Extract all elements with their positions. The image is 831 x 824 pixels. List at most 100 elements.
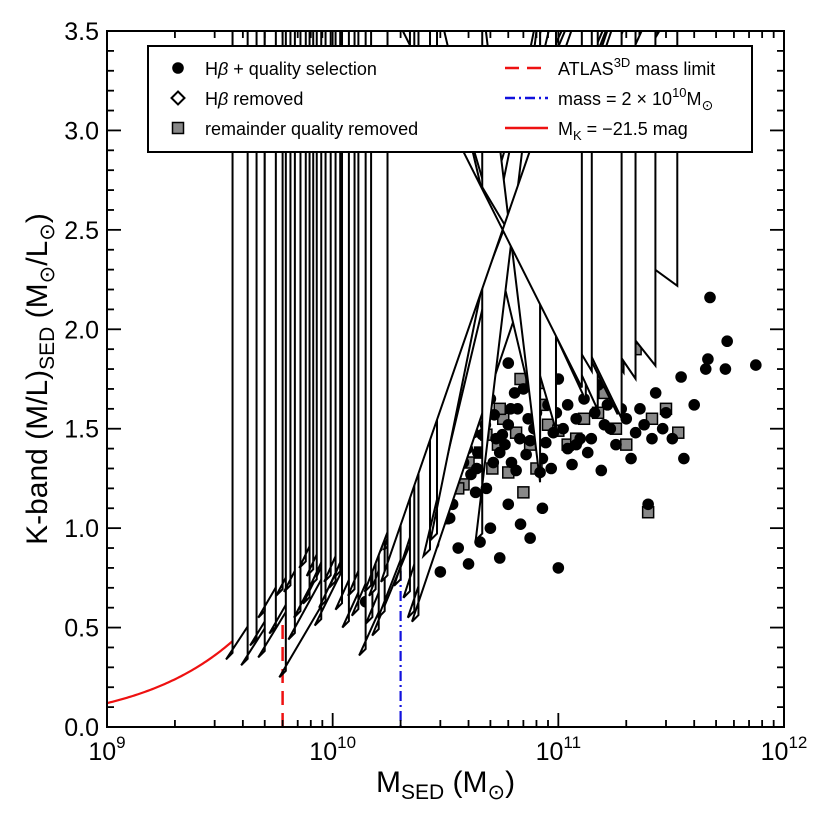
y-tick-label: 1.5 [64, 416, 99, 444]
circle-data-point [601, 399, 614, 411]
circle-data-point [660, 407, 672, 419]
legend-marker-open-diamond [170, 90, 186, 106]
x-tick-exp: 10 [337, 733, 356, 752]
square-data-point [620, 438, 633, 451]
legend-text-pre: H [205, 89, 218, 109]
circle-data-point [514, 518, 527, 530]
circle-data-point [610, 438, 622, 451]
circle-data-point [522, 412, 534, 425]
legend-text-main: ATLAS [558, 59, 614, 79]
circle-data-point [629, 426, 642, 439]
circle-data-point [545, 462, 558, 475]
y-tick-label: 2.0 [64, 316, 99, 344]
circle-data-point [499, 438, 511, 451]
circle-data-point [536, 502, 549, 515]
legend-box [147, 45, 753, 153]
legend-text-sup: 3D [614, 55, 631, 70]
circle-data-point [496, 428, 509, 441]
y-axis-title: K-band (M/L)SED (M⊙/L⊙) [21, 213, 59, 545]
circle-data-point [598, 418, 611, 431]
legend-text-post: M [687, 89, 702, 109]
x-tick-base: 10 [88, 738, 116, 766]
x-title-unit: (M [444, 766, 487, 799]
circle-data-point [666, 432, 679, 445]
circle-data-point [581, 446, 594, 459]
circle-data-point [699, 363, 712, 375]
circle-data-point [487, 456, 500, 469]
circle-data-point [552, 562, 565, 574]
x-tick-base: 10 [761, 738, 789, 766]
legend-text-main: M [558, 119, 573, 139]
circle-data-point [520, 448, 532, 461]
square-data-point [672, 426, 685, 439]
circle-data-point [502, 418, 515, 431]
square-data-point [514, 372, 527, 386]
y-tick-label: 3.0 [64, 117, 99, 145]
legend-text-sub: K [573, 128, 582, 143]
legend-text-pre: H [205, 59, 218, 79]
legend-label: ATLAS3D mass limit [558, 55, 715, 79]
legend-label: Hβ + quality selection [205, 59, 377, 79]
x-title-sub: SED [401, 781, 444, 804]
circle-data-point [649, 387, 662, 399]
x-title-close: ) [505, 766, 515, 799]
legend-text-main: mass = 2 × 10 [558, 89, 672, 109]
circle-data-point [493, 552, 506, 564]
legend-marker-filled-circle [172, 62, 184, 74]
circle-data-point [588, 407, 601, 419]
x-tick-label: 1012 [761, 733, 808, 766]
data-points [225, 31, 762, 678]
circle-data-point [524, 532, 536, 544]
y-title-main: K-band (M/L) [21, 370, 54, 545]
legend-text-greek: β [217, 89, 228, 109]
circle-data-point [452, 542, 465, 554]
y-title-unit: (M [21, 283, 54, 326]
circle-data-point [472, 446, 484, 459]
circle-data-point [502, 357, 515, 369]
circle-data-point [514, 432, 526, 445]
circle-data-point [504, 403, 517, 415]
y-tick-label: 1.0 [64, 515, 99, 543]
circle-data-point [505, 456, 518, 469]
circle-data-point [517, 383, 530, 395]
circle-data-point [570, 412, 582, 425]
x-tick-base: 10 [309, 738, 337, 766]
circle-data-point [585, 432, 598, 445]
legend-label: mass = 2 × 1010M⊙ [558, 85, 713, 113]
circle-data-point [570, 438, 582, 451]
circle-data-point [462, 558, 475, 570]
x-tick-exp: 12 [788, 733, 807, 752]
legend-text-post: = −21.5 mag [582, 119, 688, 139]
circle-data-point [469, 486, 482, 499]
circle-data-point [638, 418, 650, 431]
square-data-point [517, 486, 530, 499]
x-axis-title: MSED (M⊙) [376, 766, 515, 804]
circle-data-point [678, 452, 690, 465]
circle-data-point [561, 399, 574, 411]
legend-text-post: + quality selection [228, 59, 377, 79]
circle-data-point [502, 498, 515, 511]
y-title-sun2: ⊙ [36, 223, 59, 241]
circle-data-point [721, 335, 733, 348]
y-tick-label: 3.5 [64, 18, 99, 46]
legend-text-greek: β [217, 59, 228, 79]
legend-text-sup: 10 [672, 85, 686, 100]
square-data-point [645, 412, 659, 426]
circle-data-point [434, 566, 447, 578]
circle-data-point [557, 422, 569, 435]
circle-data-point [719, 363, 732, 375]
x-tick-base: 10 [536, 738, 564, 766]
legend-text-pre: remainder quality removed [205, 119, 418, 139]
y-title-close: ) [21, 213, 54, 223]
circle-data-point [625, 452, 637, 465]
circle-data-point [688, 399, 700, 411]
circle-data-point [484, 522, 497, 534]
y-title-mid: /L [21, 241, 54, 266]
legend-label: remainder quality removed [205, 119, 418, 139]
circle-data-point [656, 422, 669, 435]
y-tick-label: 0.5 [64, 615, 99, 643]
plot-frame [106, 30, 785, 728]
legend-text-post: mass limit [630, 59, 715, 79]
circle-data-point [704, 291, 716, 304]
